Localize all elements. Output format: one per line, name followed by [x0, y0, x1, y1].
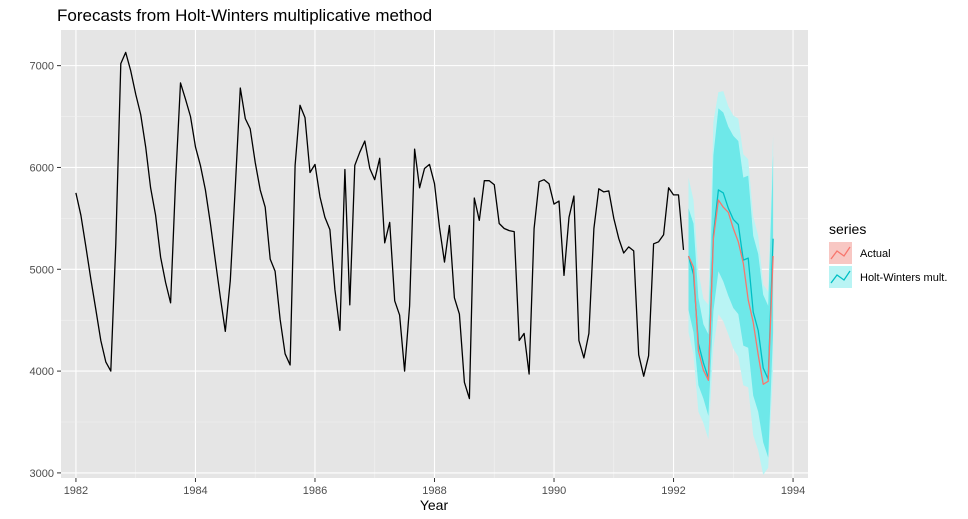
y-tick-label: 4000	[30, 366, 54, 378]
series-lines	[75, 51, 774, 400]
history-line	[75, 51, 685, 400]
y-tick-label: 7000	[30, 61, 54, 73]
band-80	[688, 108, 774, 458]
legend-label: Actual	[860, 248, 891, 260]
chart-title: Forecasts from Holt-Winters multiplicati…	[57, 6, 432, 25]
legend-key-line	[830, 270, 851, 284]
legend: series Actual Holt-Winters mult.	[829, 221, 947, 288]
y-tick-label: 3000	[30, 468, 54, 480]
legend-title: series	[829, 221, 866, 237]
legend-key-line	[830, 246, 851, 260]
y-tick-label: 5000	[30, 264, 54, 276]
forecast-line	[687, 189, 774, 380]
prediction-intervals	[688, 91, 774, 475]
x-tick-label: 1990	[542, 485, 566, 497]
x-tick-label: 1986	[303, 485, 327, 497]
x-tick-label: 1988	[422, 485, 446, 497]
x-axis-title: Year	[420, 497, 449, 513]
actual-line	[687, 199, 774, 385]
x-tick-label: 1982	[64, 485, 88, 497]
x-tick-label: 1994	[781, 485, 805, 497]
y-tick-label: 6000	[30, 162, 54, 174]
x-tick-label: 1984	[183, 485, 207, 497]
grid	[61, 30, 808, 478]
axes: 1982 1984 1986 1988 1990 1992 1994 3000 4000 5000…	[30, 61, 806, 497]
x-tick-label: 1992	[661, 485, 685, 497]
legend-label: Holt-Winters mult.	[860, 272, 947, 284]
